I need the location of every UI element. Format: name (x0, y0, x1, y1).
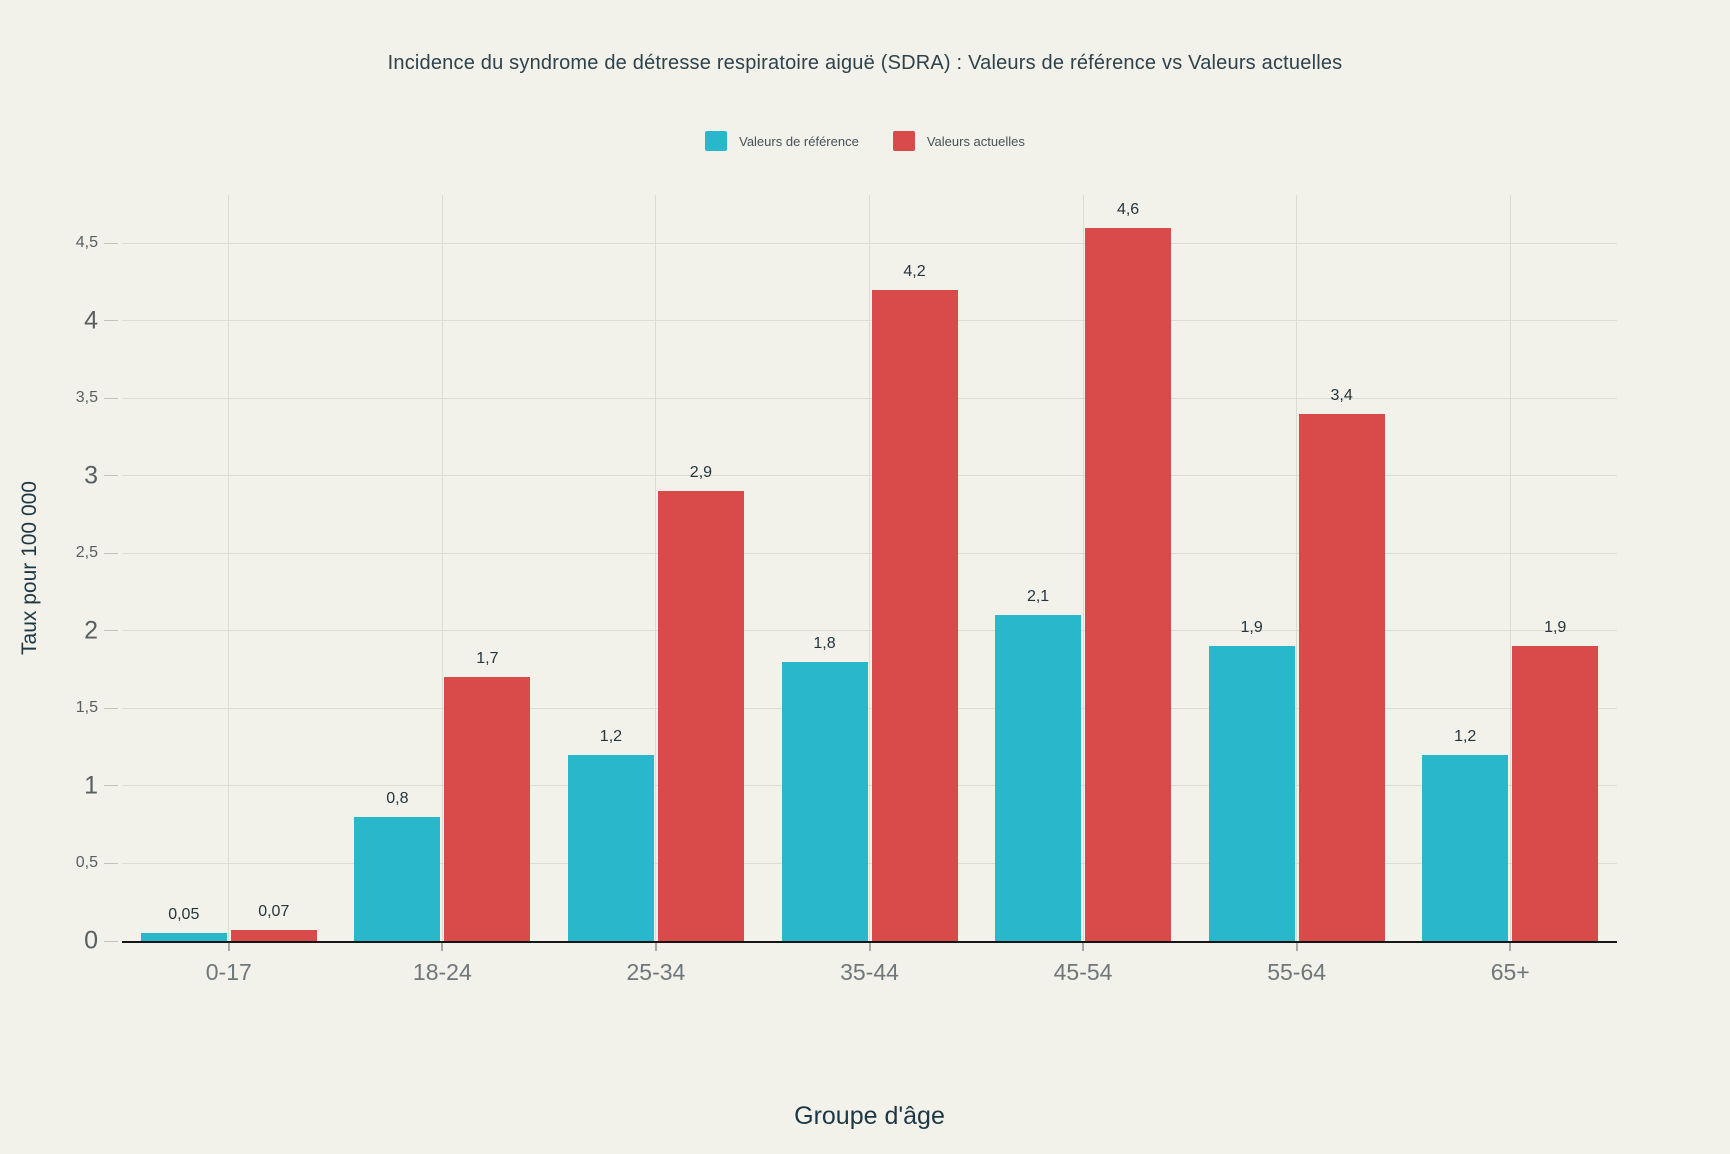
bar-value-label: 2,1 (1026, 588, 1050, 606)
vgridline (228, 195, 230, 941)
vgridline (869, 195, 870, 941)
y-tick-label: 2 (84, 616, 98, 645)
y-tick-mark (104, 242, 118, 244)
bar-value-label: 1,9 (1544, 619, 1567, 637)
legend-item[interactable]: Valeurs actuelles (892, 131, 1025, 151)
y-tick-mark (104, 397, 118, 399)
x-tick-mark (1082, 943, 1085, 951)
x-tick-mark (441, 943, 444, 951)
y-tick-label: 0 (84, 926, 98, 955)
legend-swatch-icon (892, 131, 915, 151)
bar (1422, 754, 1509, 941)
bar (871, 289, 958, 941)
y-tick-label: 1,5 (75, 699, 98, 717)
x-tick-label: 45-54 (1053, 959, 1113, 985)
bar (1085, 227, 1172, 941)
bar-value-label: 4,2 (903, 262, 926, 280)
vgridline (655, 195, 657, 941)
y-tick-mark (104, 475, 118, 477)
vgridline (1082, 195, 1084, 941)
x-tick-mark (227, 943, 230, 951)
y-tick-mark (104, 707, 118, 709)
y-tick-label: 0,5 (75, 854, 98, 872)
x-axis-title: Groupe d'âge (794, 1102, 945, 1130)
bar (354, 816, 441, 941)
y-tick-mark (104, 630, 118, 632)
y-tick-mark (104, 785, 118, 787)
bar (444, 677, 531, 941)
bar (781, 661, 868, 941)
y-tick-label: 3,5 (75, 389, 98, 407)
bar-value-label: 1,8 (813, 634, 836, 652)
bar (1512, 646, 1599, 941)
y-tick-mark (104, 862, 118, 864)
bar (657, 491, 744, 941)
y-tick-mark (104, 940, 118, 942)
x-tick-mark (1295, 943, 1298, 951)
bar-value-label: 4,6 (1116, 200, 1140, 218)
bar (1208, 646, 1295, 941)
legend-item[interactable]: Valeurs de référence (705, 131, 859, 151)
chart-title: Incidence du syndrome de détresse respir… (387, 52, 1343, 74)
bar (1298, 413, 1385, 941)
x-tick-mark (654, 943, 657, 951)
bar-value-label: 1,2 (599, 727, 623, 745)
bar-value-label: 0,05 (168, 906, 200, 924)
bar (230, 930, 317, 941)
x-tick-label: 0-17 (205, 959, 252, 985)
vgridline (441, 195, 443, 941)
legend-swatch-icon (705, 131, 728, 151)
vgridline (1509, 195, 1511, 941)
y-tick-label: 3 (84, 461, 98, 490)
legend-label: Valeurs de référence (739, 133, 859, 149)
bar-value-label: 1,9 (1240, 619, 1263, 637)
x-tick-label: 55-64 (1267, 959, 1327, 985)
y-tick-mark (104, 320, 118, 322)
bar-value-label: 3,4 (1330, 386, 1353, 404)
bar (140, 933, 227, 941)
legend-label: Valeurs actuelles (926, 133, 1025, 149)
vgridline (1296, 195, 1298, 941)
plot-area: 0 0,5 1 1,5 2 2,5 3 3,5 4 4,5 0-17 18-24 25-34 35-44 4… (76, 195, 1617, 985)
y-tick-label: 4,5 (75, 234, 98, 252)
bar-value-label: 0,07 (258, 903, 290, 921)
bar (567, 754, 654, 941)
y-tick-label: 1 (84, 771, 98, 800)
x-tick-label: 35-44 (840, 959, 899, 985)
bar-value-label: 1,2 (1454, 727, 1477, 745)
x-tick-label: 18-24 (412, 959, 472, 985)
bar (995, 615, 1082, 941)
x-tick-mark (868, 943, 871, 951)
bar-value-label: 1,7 (476, 650, 499, 668)
y-tick-label: 4 (84, 306, 98, 335)
x-tick-mark (1509, 943, 1512, 951)
x-tick-label: 65+ (1490, 959, 1530, 985)
legend: Valeurs de référence Valeurs actuelles (0, 131, 1730, 151)
y-tick-label: 2,5 (75, 544, 98, 562)
x-tick-label: 25-34 (626, 959, 686, 985)
y-tick-mark (104, 552, 118, 554)
bar-value-label: 0,8 (386, 789, 409, 807)
bar-value-label: 2,9 (689, 464, 713, 482)
